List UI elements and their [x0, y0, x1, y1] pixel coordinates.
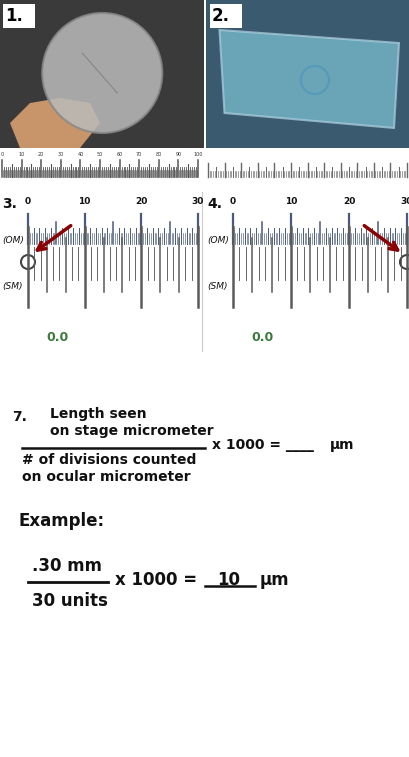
Text: 0.0: 0.0 — [46, 331, 68, 344]
Text: x 1000 =: x 1000 = — [115, 571, 197, 589]
Polygon shape — [10, 98, 100, 148]
Text: 100: 100 — [193, 152, 203, 157]
Text: 30 units: 30 units — [32, 592, 108, 610]
Text: μm: μm — [330, 438, 355, 452]
Text: 0: 0 — [0, 152, 4, 157]
Circle shape — [42, 13, 162, 133]
Bar — [0, 0, 204, 148]
Text: Example:: Example: — [18, 512, 104, 530]
Text: (SM): (SM) — [207, 282, 227, 291]
Text: 80: 80 — [156, 152, 162, 157]
Text: 2.: 2. — [211, 7, 229, 25]
Text: 0.0: 0.0 — [251, 331, 273, 344]
Text: 40: 40 — [77, 152, 83, 157]
Text: (SM): (SM) — [2, 282, 22, 291]
Text: 30: 30 — [192, 197, 204, 206]
Bar — [209, 4, 241, 28]
Text: 70: 70 — [136, 152, 142, 157]
Text: 60: 60 — [117, 152, 123, 157]
Text: x 1000 = ____: x 1000 = ____ — [212, 438, 314, 452]
Polygon shape — [220, 30, 399, 128]
Text: μm: μm — [260, 571, 290, 589]
Text: 10: 10 — [285, 197, 297, 206]
Text: 3.: 3. — [2, 197, 17, 211]
Text: (OM): (OM) — [2, 235, 24, 245]
Text: on ocular micrometer: on ocular micrometer — [22, 470, 191, 484]
Text: 50: 50 — [97, 152, 103, 157]
Bar — [205, 0, 409, 148]
Text: # of divisions counted: # of divisions counted — [22, 453, 196, 467]
Text: 10: 10 — [18, 152, 25, 157]
Text: 20: 20 — [343, 197, 355, 206]
Text: 20: 20 — [135, 197, 148, 206]
Text: 1.: 1. — [5, 7, 23, 25]
Text: 0: 0 — [25, 197, 31, 206]
Text: 90: 90 — [175, 152, 182, 157]
Text: 4.: 4. — [207, 197, 222, 211]
Text: Length seen: Length seen — [50, 407, 146, 421]
Text: on stage micrometer: on stage micrometer — [50, 424, 213, 438]
Text: 10: 10 — [79, 197, 91, 206]
Text: 30: 30 — [401, 197, 409, 206]
Text: .30 mm: .30 mm — [32, 557, 102, 575]
Text: 10: 10 — [218, 571, 240, 589]
Text: 7.: 7. — [12, 410, 27, 424]
Text: 20: 20 — [38, 152, 44, 157]
Text: (OM): (OM) — [207, 235, 229, 245]
Text: 30: 30 — [58, 152, 64, 157]
Text: 0: 0 — [230, 197, 236, 206]
Bar — [3, 4, 35, 28]
